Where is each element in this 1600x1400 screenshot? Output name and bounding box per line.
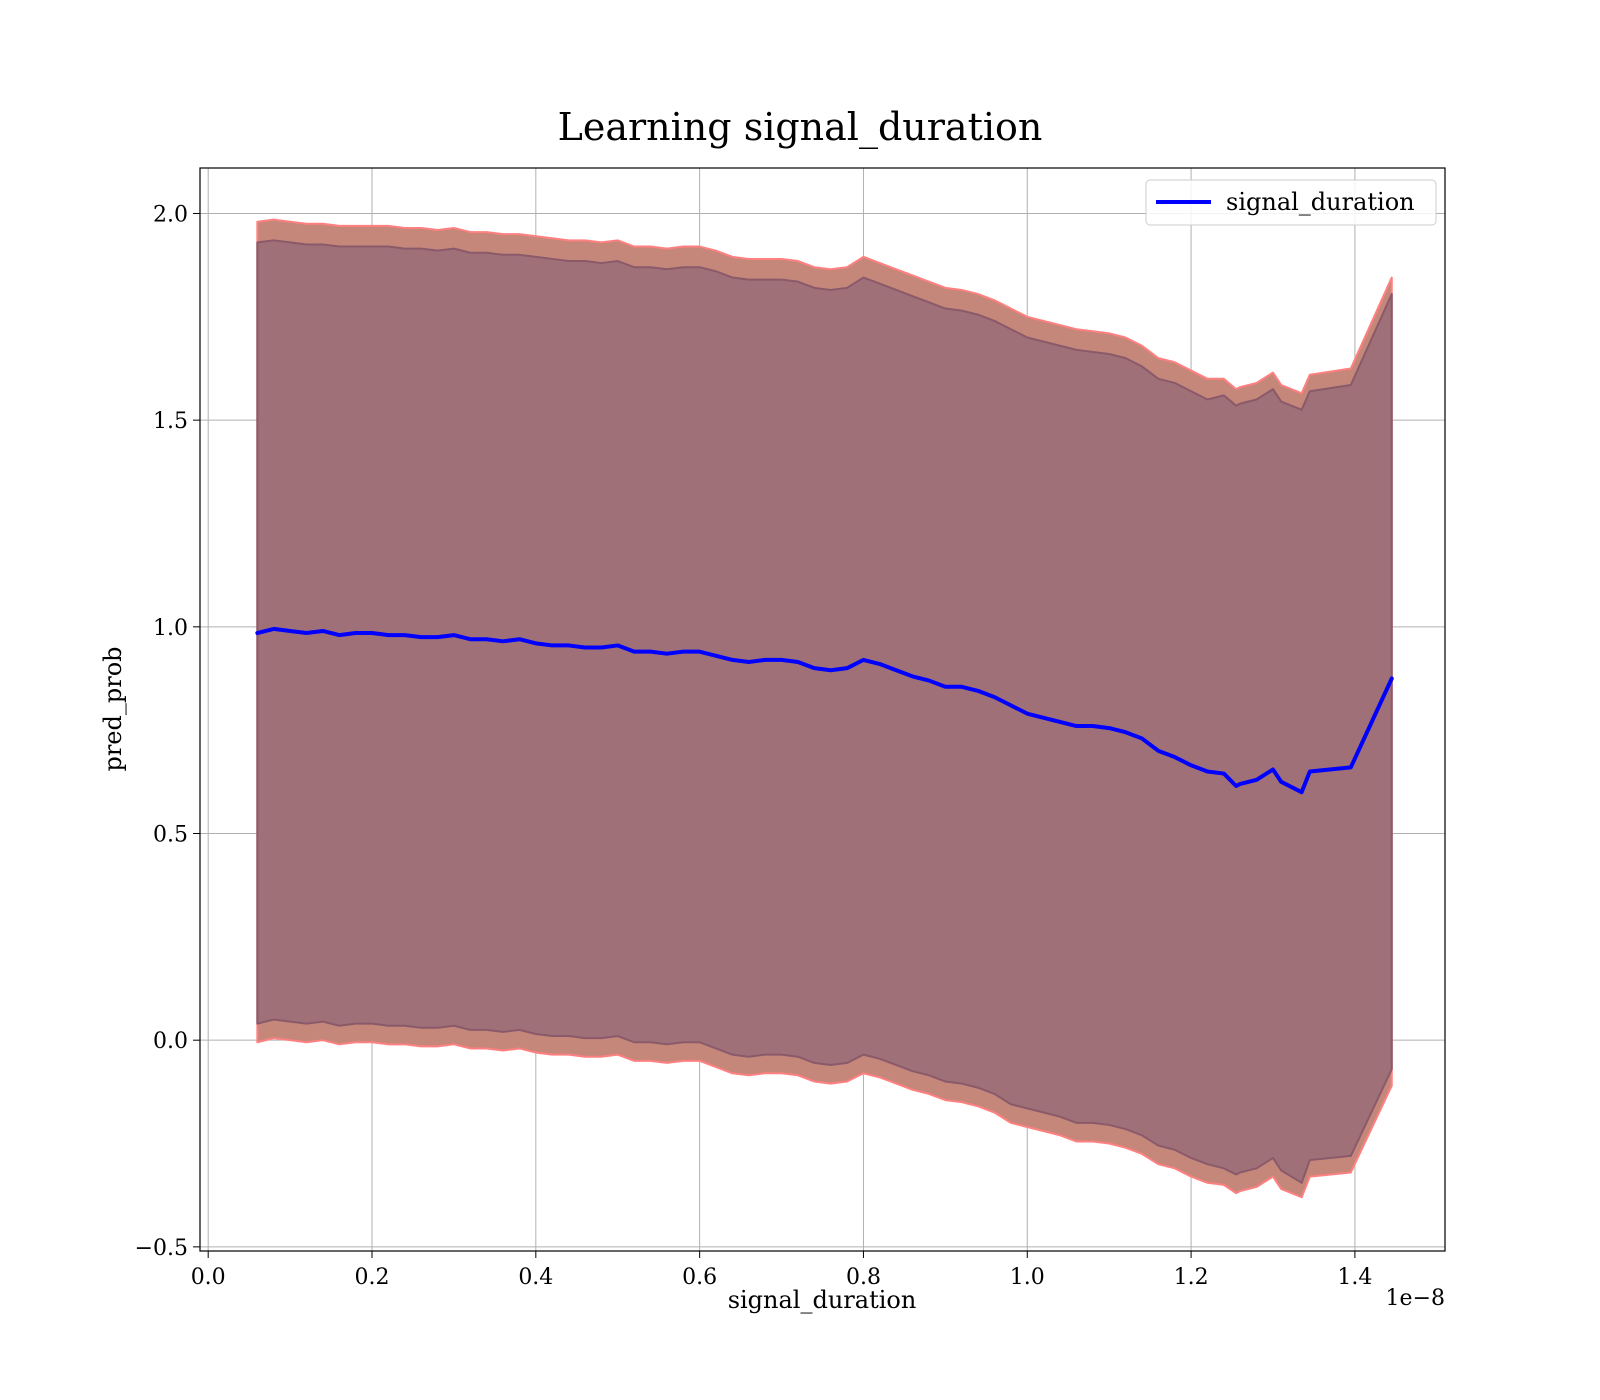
x-tick-label: 0.0 (191, 1265, 226, 1290)
y-tick-label: 1.5 (153, 409, 188, 434)
y-tick-label: 0.0 (153, 1029, 188, 1054)
y-tick-label: 0.5 (153, 823, 188, 848)
x-tick-label: 1.4 (1337, 1265, 1372, 1290)
chart-title: Learning signal_duration (558, 105, 1043, 150)
series-line (255, 626, 1394, 795)
y-axis-ticks: −0.5 0.0 0.5 1.0 1.5 2.0 (135, 202, 200, 1261)
x-tick-label: 1.0 (1010, 1265, 1045, 1290)
x-tick-label: 0.6 (682, 1265, 717, 1290)
x-tick-label: 1.2 (1174, 1265, 1209, 1290)
series-lines (255, 626, 1394, 795)
x-tick-label: 0.4 (518, 1265, 553, 1290)
x-axis-ticks: 0.0 0.2 0.4 0.6 0.8 1.0 1.2 1.4 (191, 1251, 1372, 1290)
inner-band (256, 239, 1393, 1184)
legend: signal_duration (1145, 179, 1437, 226)
x-tick-label: 0.8 (846, 1265, 881, 1290)
legend-box (1145, 179, 1437, 226)
y-tick-label: 1.0 (153, 616, 188, 641)
uncertainty-bands (256, 218, 1393, 1199)
y-axis-label: pred_prob (99, 646, 127, 771)
legend-label: signal_duration (1226, 188, 1415, 216)
y-tick-label: 2.0 (153, 202, 188, 227)
y-tick-label: −0.5 (135, 1236, 188, 1261)
x-axis-offset-label: 1e−8 (1386, 1286, 1445, 1311)
x-axis-label: signal_duration (728, 1286, 917, 1314)
axes-frame (199, 167, 1446, 1252)
x-tick-label: 0.2 (355, 1265, 390, 1290)
